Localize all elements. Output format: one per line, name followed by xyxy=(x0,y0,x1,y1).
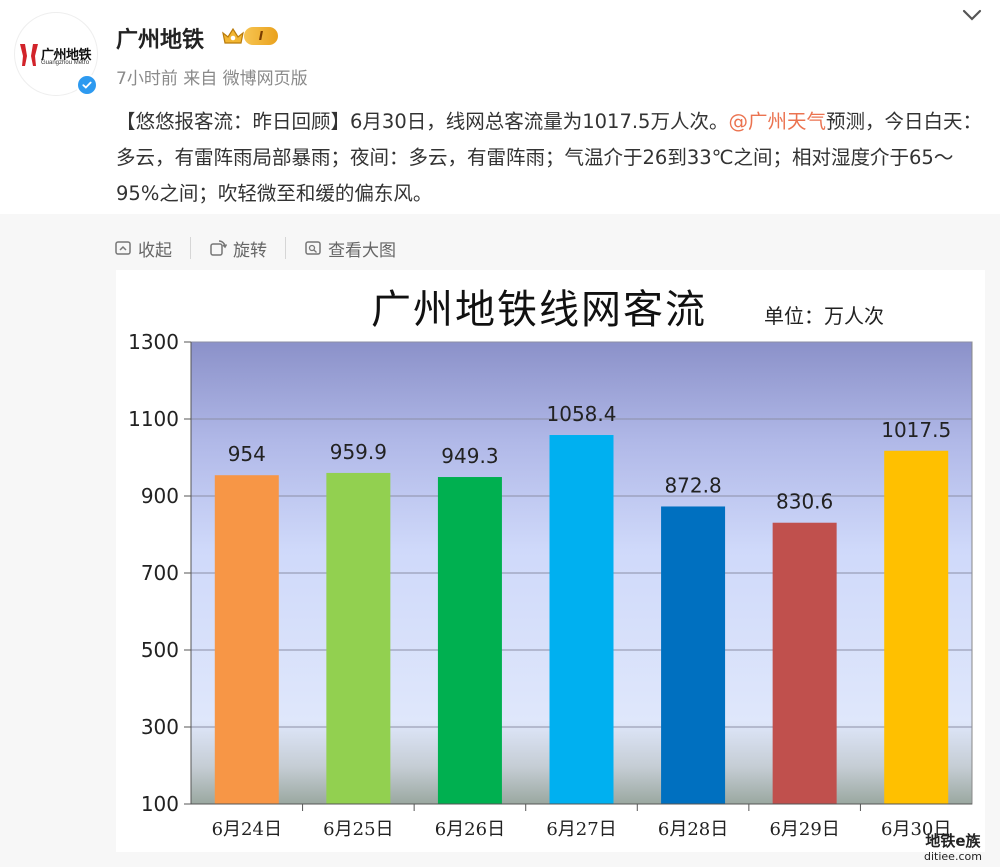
x-tick-label: 6月25日 xyxy=(323,819,393,840)
y-tick-label: 900 xyxy=(141,484,179,508)
chart-image[interactable]: 广州地铁线网客流 单位：万人次 954 959.9 949.3 1058.4 872.8… xyxy=(116,270,985,852)
logo-subtext: Guangzhou Metro xyxy=(41,60,90,66)
post-time[interactable]: 7小时前 xyxy=(116,69,178,89)
image-toolbar: 收起 旋转 查看大图 xyxy=(114,234,432,262)
watermark: 地铁e族 ditiee.com xyxy=(924,833,982,865)
bar xyxy=(661,506,726,804)
data-label: 830.6 xyxy=(776,490,833,514)
rotate-icon xyxy=(210,240,227,256)
x-tick-label: 6月30日 xyxy=(881,819,951,840)
crown-icon xyxy=(222,27,244,44)
verified-icon xyxy=(76,74,98,96)
collapse-label: 收起 xyxy=(138,240,172,261)
chart-title: 广州地铁线网客流 xyxy=(371,287,707,333)
data-label: 872.8 xyxy=(664,473,721,497)
post-text-part1: 【悠悠报客流：昨日回顾】6月30日，线网总客流量为1017.5万人次。 xyxy=(116,110,729,133)
bar-chart: 954 959.9 949.3 1058.4 872.8 830.6 1017.5 1300… xyxy=(128,330,973,840)
x-tick-label: 6月24日 xyxy=(212,819,282,840)
watermark-line2: ditiee.com xyxy=(924,850,982,863)
view-large-button[interactable]: 查看大图 xyxy=(304,237,414,261)
y-tick-label: 500 xyxy=(141,638,179,662)
collapse-icon xyxy=(115,241,131,255)
x-tick-label: 6月26日 xyxy=(435,819,505,840)
metro-logo-mark xyxy=(20,44,38,66)
post-meta: 7小时前 来自 微博网页版 xyxy=(116,64,308,89)
rotate-label: 旋转 xyxy=(233,240,267,261)
view-large-icon xyxy=(305,241,321,255)
chart-unit-label: 单位：万人次 xyxy=(764,304,884,328)
collapse-button[interactable]: 收起 xyxy=(114,237,191,261)
post-text-part2: 预测，今日白天：多云，有雷阵雨局部暴雨；夜间：多云，有雷阵雨；气温介于26到33… xyxy=(116,110,982,205)
data-label: 949.3 xyxy=(441,444,498,468)
mention-link[interactable]: @广州天气 xyxy=(728,110,826,133)
view-large-label: 查看大图 xyxy=(328,240,396,261)
bar xyxy=(437,477,502,804)
bar xyxy=(884,450,949,804)
bar xyxy=(326,472,391,804)
y-tick-label: 100 xyxy=(141,792,179,816)
level-badge: I xyxy=(244,27,278,45)
y-tick-label: 1300 xyxy=(128,330,179,354)
y-tick-label: 300 xyxy=(141,715,179,739)
bar xyxy=(214,475,279,804)
post-text: 【悠悠报客流：昨日回顾】6月30日，线网总客流量为1017.5万人次。@广州天气… xyxy=(116,104,988,212)
bar xyxy=(549,435,614,804)
account-name[interactable]: 广州地铁 xyxy=(116,28,205,53)
data-label: 1058.4 xyxy=(547,402,617,426)
chevron-down-icon[interactable] xyxy=(960,8,984,24)
x-tick-label: 6月28日 xyxy=(658,819,728,840)
bar xyxy=(772,522,837,804)
x-tick-label: 6月29日 xyxy=(769,819,839,840)
watermark-line1: 地铁e族 xyxy=(925,832,981,850)
y-tick-label: 1100 xyxy=(128,407,179,431)
avatar[interactable]: 广州地铁 Guangzhou Metro xyxy=(14,12,98,96)
data-label: 1017.5 xyxy=(881,418,951,442)
logo-text: 广州地铁 xyxy=(41,48,92,63)
rotate-button[interactable]: 旋转 xyxy=(209,237,286,261)
y-tick-label: 700 xyxy=(141,561,179,585)
post-source: 来自 微博网页版 xyxy=(183,69,308,89)
data-label: 954 xyxy=(228,442,266,466)
data-label: 959.9 xyxy=(330,440,387,464)
x-tick-label: 6月27日 xyxy=(546,819,616,840)
